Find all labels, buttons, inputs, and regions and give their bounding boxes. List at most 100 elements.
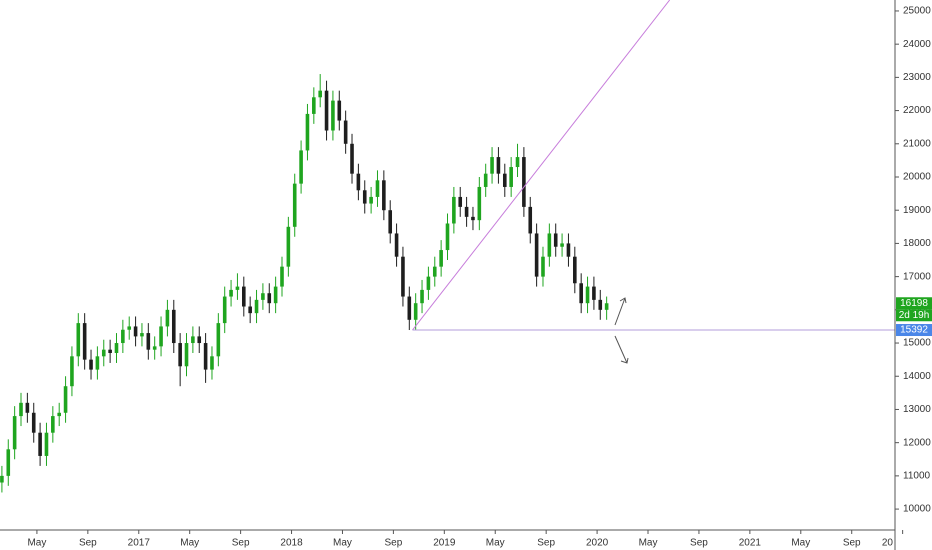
candle-body bbox=[541, 256, 545, 277]
y-tick-label: 14000 bbox=[903, 371, 931, 382]
candle-body bbox=[407, 296, 412, 320]
candle-body bbox=[38, 432, 42, 456]
candle-body bbox=[44, 432, 49, 456]
candle-body bbox=[63, 386, 68, 413]
x-tick-label: May bbox=[27, 538, 46, 549]
candle-body bbox=[191, 336, 195, 344]
candle-body bbox=[592, 286, 596, 300]
candle-body bbox=[82, 323, 87, 360]
arrow-down bbox=[614, 335, 629, 364]
candle-body bbox=[547, 233, 552, 257]
candle-body bbox=[490, 157, 494, 174]
candle-body bbox=[197, 336, 202, 344]
x-tick-label: May bbox=[639, 538, 658, 549]
candle-body bbox=[165, 309, 170, 327]
candle-body bbox=[254, 299, 259, 314]
x-tick-label: May bbox=[180, 538, 199, 549]
candle-body bbox=[6, 449, 11, 476]
candle-body bbox=[159, 326, 163, 347]
candle-body bbox=[458, 196, 463, 207]
candle-body bbox=[420, 289, 424, 304]
candle-body bbox=[222, 296, 227, 324]
candle-body bbox=[203, 343, 208, 370]
candle-body bbox=[280, 266, 284, 287]
candle-body bbox=[31, 412, 36, 433]
candle-body bbox=[133, 326, 138, 337]
candle-body bbox=[318, 90, 322, 98]
x-tick-label: Sep bbox=[384, 538, 402, 549]
line-price-label: 15392 bbox=[900, 325, 928, 336]
candle-body bbox=[152, 346, 157, 350]
last-price-label: 16198 bbox=[900, 298, 928, 309]
countdown-label: 2d 19h bbox=[899, 310, 930, 321]
y-tick-label: 15000 bbox=[903, 338, 931, 349]
x-tick-label: May bbox=[791, 538, 810, 549]
x-tick-label: 2019 bbox=[433, 538, 456, 549]
x-tick-label: Sep bbox=[690, 538, 708, 549]
candle-body bbox=[248, 306, 252, 314]
candle-body bbox=[171, 309, 176, 344]
candle-body bbox=[534, 233, 539, 277]
candle-body bbox=[382, 180, 386, 211]
candle-body bbox=[178, 343, 182, 367]
candle-body bbox=[184, 343, 189, 367]
candle-body bbox=[426, 276, 431, 290]
y-tick-label: 23000 bbox=[903, 72, 931, 83]
candle-body bbox=[560, 243, 564, 247]
candle-body bbox=[299, 150, 303, 184]
candle-body bbox=[261, 293, 265, 300]
candle-body bbox=[292, 183, 297, 227]
line-price-box bbox=[896, 324, 932, 337]
candle-body bbox=[210, 356, 214, 370]
candle-body bbox=[432, 266, 437, 277]
y-tick-label: 19000 bbox=[903, 205, 931, 216]
candle-body bbox=[585, 286, 590, 304]
candle-body bbox=[604, 303, 609, 310]
candle-body bbox=[343, 120, 348, 144]
candle-body bbox=[140, 333, 144, 337]
candle-body bbox=[394, 233, 399, 257]
y-tick-label: 17000 bbox=[903, 271, 931, 282]
candle-body bbox=[19, 402, 23, 417]
y-tick-label: 24000 bbox=[903, 39, 931, 50]
candle-body bbox=[439, 250, 443, 267]
candle-body bbox=[331, 100, 335, 131]
x-tick-label: May bbox=[486, 538, 505, 549]
candle-body bbox=[350, 143, 354, 174]
arrow-up bbox=[614, 297, 627, 326]
candle-body bbox=[369, 196, 373, 204]
x-tick-label: May bbox=[333, 538, 352, 549]
candle-body bbox=[356, 173, 361, 191]
y-tick-label: 18000 bbox=[903, 238, 931, 249]
candle-body bbox=[553, 233, 558, 247]
candle-body bbox=[312, 97, 316, 114]
plot-area bbox=[0, 0, 895, 493]
candle-body bbox=[483, 173, 488, 187]
candle-body bbox=[566, 243, 571, 257]
y-tick-label: 11000 bbox=[903, 471, 931, 482]
candle-body bbox=[496, 157, 501, 174]
candle-body bbox=[579, 283, 583, 304]
candle-body bbox=[76, 323, 81, 357]
x-tick-label: 2021 bbox=[739, 538, 762, 549]
candle-body bbox=[305, 113, 310, 151]
x-tick-label: Sep bbox=[537, 538, 555, 549]
x-tick-label: Sep bbox=[232, 538, 250, 549]
candle-body bbox=[121, 329, 125, 344]
candle-body bbox=[57, 412, 61, 417]
candle-body bbox=[452, 196, 456, 224]
candle-body bbox=[216, 323, 221, 357]
y-tick-label: 10000 bbox=[903, 504, 931, 515]
candle-body bbox=[509, 167, 513, 187]
candle-body bbox=[95, 356, 100, 370]
candle-body bbox=[598, 299, 603, 310]
x-tick-label: 2020 bbox=[586, 538, 609, 549]
y-tick-label: 20000 bbox=[903, 172, 931, 183]
candle-body bbox=[401, 256, 405, 297]
candle-body bbox=[25, 402, 30, 413]
candle-body bbox=[273, 286, 278, 304]
y-tick-label: 12000 bbox=[903, 437, 931, 448]
candle-body bbox=[502, 173, 507, 187]
candle-body bbox=[242, 286, 246, 307]
